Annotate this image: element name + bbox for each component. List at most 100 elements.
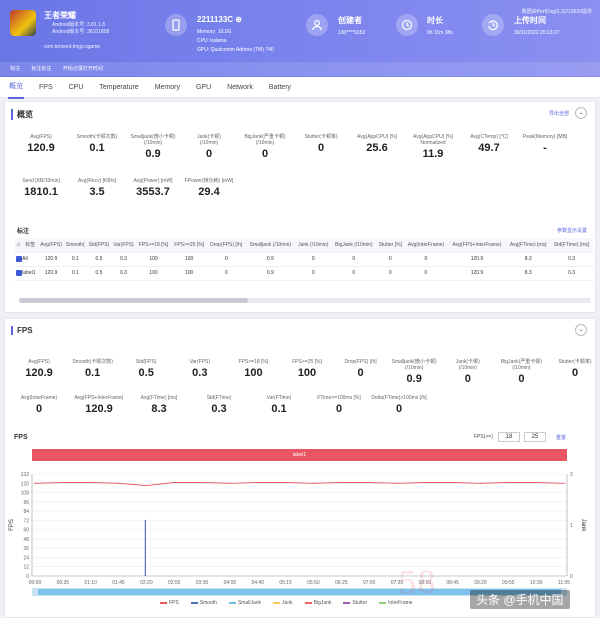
table-cell: 100	[171, 252, 207, 267]
table-header-cell[interactable]: FPS>=25 [%]	[171, 238, 207, 253]
fps_section.metrics_row1-metric: Smalljank(微小卡顿) (/10min) 0.9	[384, 359, 444, 385]
tab-network[interactable]: Network	[227, 83, 253, 91]
metric-label: BigJank(严重卡顿) (/10min)	[500, 359, 542, 371]
label-bar-b[interactable]: 标注标注	[31, 66, 52, 72]
legend-item[interactable]: SmallJank	[228, 600, 262, 606]
x-tick-label: 02:55	[168, 580, 181, 586]
tab-memory[interactable]: Memory	[154, 83, 180, 91]
row-checkbox-cell	[15, 252, 23, 267]
x-tick-label: 00:35	[57, 580, 70, 586]
param-settings-link[interactable]: 参数显示设置	[556, 228, 587, 234]
x-tick-label: 05:50	[307, 580, 320, 586]
y-tick-label: 0	[26, 574, 29, 580]
metric-label: FTime>=100ms [%]	[317, 395, 361, 401]
fps-filter-reset-link[interactable]: 重置	[556, 435, 567, 441]
y2-tick-label: 1	[570, 523, 573, 529]
legend-label: Jank	[282, 600, 293, 606]
fps-point	[62, 481, 64, 484]
fps-chart-title: FPS	[14, 434, 28, 441]
fps-point	[90, 481, 92, 484]
tab-temperature[interactable]: Temperature	[99, 83, 139, 91]
metric-value: 11.9	[422, 148, 444, 160]
tab-cpu[interactable]: CPU	[68, 83, 84, 91]
metric-value: 29.4	[198, 186, 220, 198]
tab-fps[interactable]: FPS	[39, 83, 53, 91]
table-header-cell[interactable]: Stutter [%]	[376, 238, 405, 253]
legend-item[interactable]: InterFrame	[379, 600, 413, 606]
overview.metrics_row1-metric: Jank(卡顿) (/10min) 0	[179, 134, 239, 160]
creator-value: 130****9152	[338, 30, 366, 36]
legend-swatch	[304, 602, 312, 604]
table-header-cell[interactable]: FPS>=18 [%]	[135, 238, 172, 253]
table-header-cell[interactable]: Smalljank (/10min)	[245, 238, 296, 253]
collapse-fps-button[interactable]: ⌄	[575, 324, 587, 336]
table-cell: 0.9	[245, 252, 296, 267]
table-cell: 0	[206, 266, 246, 281]
row-checkbox-cell	[15, 266, 23, 281]
table-header-cell[interactable]: Drop(FPS) [/h]	[206, 238, 246, 253]
metric-label: Avg(AppCPU) [%]	[357, 134, 397, 140]
table-cell: All	[22, 252, 39, 267]
legend-label: SmallJank	[237, 600, 262, 606]
metric-label: Smalljank(微小卡顿) (/10min)	[130, 134, 176, 146]
y-tick-label: 48	[23, 537, 29, 543]
table-header-cell[interactable]: Avg(FPS+InterFrame)	[447, 238, 507, 253]
table-header-cell[interactable]: Avg(FPS)	[38, 238, 64, 253]
metric-label: BigJank(严重卡顿) (/10min)	[244, 134, 286, 146]
chart-legend: FPS Smooth SmallJank Jank BigJank Stutter Inte…	[160, 600, 425, 606]
y-tick-label: 36	[23, 546, 29, 552]
legend-item[interactable]: Stutter	[343, 600, 367, 606]
table-cell: 0.3	[550, 266, 593, 281]
x-tick-label: 09:55	[502, 580, 515, 586]
tab-overview[interactable]: 概览	[8, 75, 24, 99]
legend-item[interactable]: Smooth	[190, 600, 217, 606]
table-header-cell[interactable]: 标签	[22, 238, 39, 253]
metric-label: Jank(卡顿) (/10min)	[197, 134, 221, 146]
row-checkbox[interactable]	[15, 269, 22, 276]
label-range-bar[interactable]: label1	[32, 449, 567, 461]
chart-zoom-slider-handle[interactable]	[38, 589, 561, 595]
fps-filter-label: FPS(>=)	[474, 434, 493, 440]
tab-gpu[interactable]: GPU	[195, 83, 212, 91]
legend-label: FPS	[169, 600, 179, 606]
fps-point	[452, 481, 454, 484]
creator-title: 创建者	[338, 16, 362, 25]
legend-item[interactable]: FPS	[160, 600, 179, 606]
fps-threshold-input-b[interactable]: 25	[524, 432, 546, 442]
table-header-cell[interactable]: Std(FTime) [ms]	[550, 238, 593, 253]
table-header-cell[interactable]: Smooth(	[64, 238, 87, 253]
chart-zoom-slider[interactable]	[32, 588, 567, 596]
fps-point	[396, 482, 398, 484]
x-tick-label: 06:25	[335, 580, 348, 586]
table-header-cell[interactable]: Avg(FTime) [ms]	[506, 238, 551, 253]
table-header-cell[interactable]: Avg(InterFrame)	[404, 238, 448, 253]
fps-point	[229, 482, 231, 484]
fps_section.metrics_row2-metric: Avg(FPS+InterFrame) 120.9	[69, 395, 129, 415]
y-tick-label: 72	[23, 518, 29, 524]
collapse-overview-button[interactable]: ⌄	[575, 107, 587, 119]
x-tick-label: 02:20	[140, 580, 153, 586]
table-header-cell[interactable]: Std(FPS)	[86, 238, 112, 253]
metric-label: Avg(FPS)	[28, 359, 50, 365]
table-row[interactable]: label1 120.9 0.1 0.5 0.3 100 100 0 0.9 0 0 0 0 120.9 8…	[15, 266, 593, 281]
fps_section.metrics_row1-metric: Jank(卡顿) (/10min) 0	[438, 359, 498, 385]
export-all-link[interactable]: 导出全部	[548, 111, 569, 117]
table-row[interactable]: All 120.9 0.1 0.5 0.3 100 100 0 0.9 0 0 0 0 120.9 8.3 0…	[15, 252, 593, 267]
fps-point	[479, 482, 482, 484]
table-header-cell[interactable]: BigJank (/10min)	[331, 238, 377, 253]
row-checkbox[interactable]	[15, 255, 22, 262]
x-tick-label: 09:20	[474, 580, 487, 586]
table-horizontal-scrollbar[interactable]	[19, 298, 591, 303]
legend-item[interactable]: Jank	[273, 600, 293, 606]
legend-item[interactable]: BigJank	[304, 600, 331, 606]
table-header-row: ⊙ 标签 Avg(FPS) Smooth(Std(FPS) Var(FPS) FPS>=1…	[15, 238, 593, 253]
tab-battery[interactable]: Battery	[268, 83, 292, 91]
metric-value: 0	[335, 403, 343, 415]
table-header-cell[interactable]: Jank (/10min)	[295, 238, 332, 253]
label-bar-a[interactable]: 标注	[10, 66, 21, 72]
fps-threshold-input-a[interactable]: 18	[498, 432, 520, 442]
label-bar-c[interactable]: 开始记录打开时间	[62, 66, 103, 72]
table-header-cell[interactable]: Var(FPS)	[111, 238, 136, 253]
legend-label: Smooth	[199, 600, 217, 606]
table-settings-icon[interactable]: ⊙	[15, 238, 23, 253]
